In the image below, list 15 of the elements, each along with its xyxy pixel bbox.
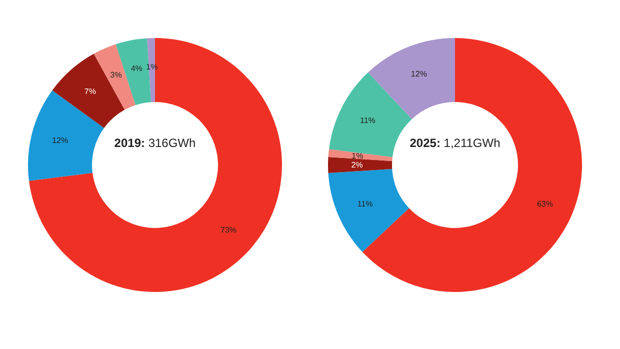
text: 2025: — [410, 136, 440, 150]
data-label: 4% — [130, 64, 142, 74]
data-label: 12% — [52, 136, 68, 146]
data-label: 2% — [351, 160, 363, 170]
data-label: 11% — [357, 199, 373, 208]
text: 1,211GWh — [440, 136, 500, 150]
data-label: 1% — [352, 151, 364, 160]
data-label: 3% — [110, 70, 122, 80]
data-label: 12% — [410, 69, 427, 78]
text: 316GWh — [145, 136, 196, 150]
text: 2019: — [114, 136, 146, 150]
data-label: 63% — [536, 199, 553, 208]
data-label: 73% — [220, 225, 237, 234]
data-label: 7% — [84, 86, 96, 96]
data-label: 11% — [360, 116, 376, 126]
